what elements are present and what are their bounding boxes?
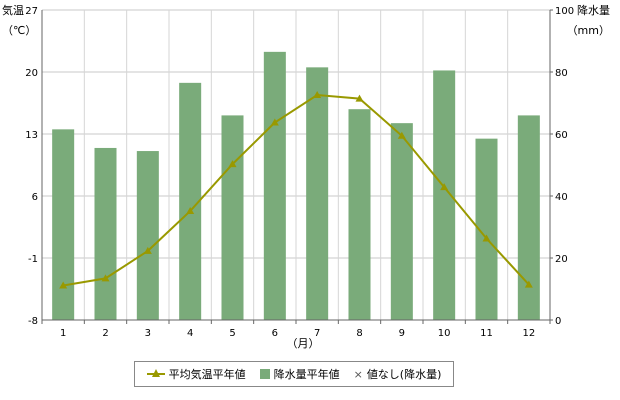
left-tick-label: 13 — [25, 130, 38, 141]
precipitation-bar — [390, 123, 413, 321]
x-tick-label: 9 — [399, 328, 405, 339]
precipitation-bar — [475, 138, 498, 320]
right-axis-title-line1: 降水量 — [577, 3, 610, 17]
left-tick-label: -1 — [28, 254, 38, 265]
temperature-point — [397, 131, 406, 139]
precipitation-bar — [306, 67, 329, 320]
x-tick-label: 8 — [356, 328, 362, 339]
temperature-point — [143, 246, 152, 254]
temperature-point — [482, 234, 491, 242]
right-tick-label: 0 — [555, 316, 561, 327]
temperature-point — [101, 274, 110, 282]
temperature-point — [440, 183, 449, 191]
x-axis-title: （月） — [287, 337, 320, 350]
legend-label-temperature: 平均気温平年値 — [168, 368, 246, 381]
legend-label-precipitation: 降水量平年値 — [273, 368, 340, 381]
precipitation-bar — [221, 115, 244, 321]
precipitation-bar — [348, 109, 371, 320]
x-tick-label: 3 — [145, 328, 151, 339]
precipitation-bar — [433, 70, 456, 320]
right-axis-title-line2: （mm） — [567, 24, 610, 37]
x-tick-label: 4 — [187, 328, 193, 339]
temperature-point — [186, 207, 195, 215]
precipitation-bar — [136, 151, 159, 320]
legend-label-no-value: 値なし(降水量) — [366, 368, 442, 381]
legend-item-no-value: × 値なし(降水量) — [354, 366, 442, 382]
x-tick-label: 12 — [522, 328, 535, 339]
temperature-point — [524, 280, 533, 288]
left-tick-label: 20 — [25, 68, 38, 79]
legend-cross-icon: × — [353, 367, 363, 381]
precipitation-bar — [52, 129, 75, 320]
left-tick-label: 27 — [25, 6, 38, 17]
x-tick-label: 6 — [272, 328, 278, 339]
right-tick-label: 80 — [555, 68, 568, 79]
right-tick-label: 40 — [555, 192, 568, 203]
right-tick-label: 20 — [555, 254, 568, 265]
left-axis-title-line1: 気温 — [2, 3, 24, 17]
temperature-point — [355, 94, 364, 102]
precipitation-bar — [94, 147, 117, 320]
axes — [41, 9, 553, 324]
grid-lines — [42, 9, 550, 321]
legend: 平均気温平年値 降水量平年値 × 値なし(降水量) — [134, 361, 454, 387]
x-tick-label: 10 — [438, 328, 451, 339]
precipitation-bars — [52, 51, 540, 321]
temperature-point — [59, 281, 68, 289]
precipitation-bar — [179, 82, 202, 320]
x-tick-label: 2 — [102, 328, 108, 339]
legend-line-triangle-icon — [146, 368, 165, 380]
left-axis-title-line2: （℃） — [2, 24, 36, 37]
temperature-polyline — [63, 94, 530, 287]
precipitation-bar — [517, 115, 540, 321]
temperature-point — [228, 160, 237, 168]
x-tick-label: 7 — [314, 328, 320, 339]
x-tick-label: 11 — [480, 328, 493, 339]
left-tick-label: 6 — [32, 192, 38, 203]
left-tick-label: -8 — [28, 316, 38, 327]
temperature-line — [59, 91, 533, 289]
right-tick-label: 60 — [555, 130, 568, 141]
precipitation-bar — [263, 51, 286, 320]
x-tick-label: 1 — [60, 328, 66, 339]
x-tick-label: 5 — [229, 328, 235, 339]
legend-item-precipitation: 降水量平年値 — [259, 366, 340, 382]
legend-bar-icon — [259, 369, 270, 379]
right-tick-label: 100 — [555, 6, 574, 17]
legend-item-temperature: 平均気温平年値 — [146, 366, 246, 382]
temperature-point — [270, 118, 279, 126]
temperature-point — [313, 91, 322, 99]
